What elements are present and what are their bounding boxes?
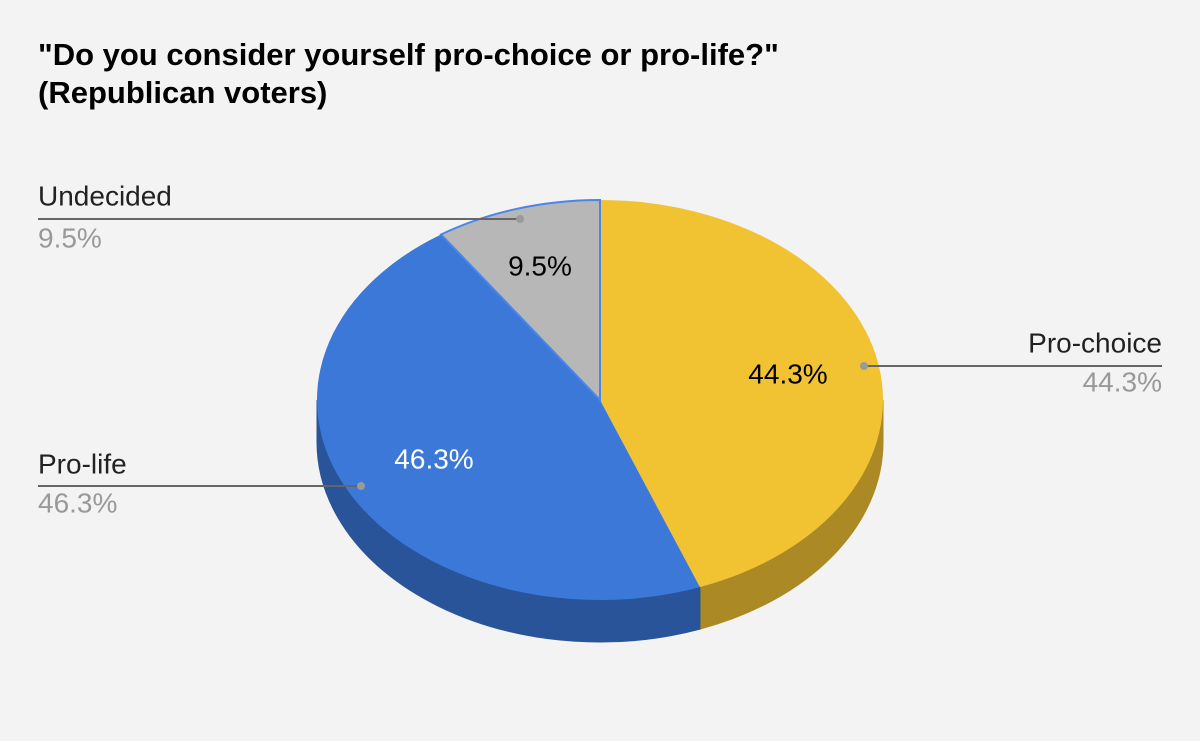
callout-value-undecided: 9.5% (38, 222, 102, 253)
pie-labels: 44.3% 46.3% 9.5% Pro-choice 44.3% Pro-life 46.… (38, 180, 1162, 518)
callout-value-pro-choice: 44.3% (1083, 366, 1162, 397)
pie-slice-pro-life[interactable] (317, 234, 700, 600)
callout-name-undecided: Undecided (38, 180, 172, 211)
leader-dot-pro-choice (860, 362, 868, 370)
pie-slice-undecided[interactable] (439, 198, 601, 403)
slice-value-label-pro-life: 46.3% (394, 443, 473, 474)
leader-dot-pro-life (357, 482, 365, 490)
slice-value-label-pro-choice: 44.3% (748, 358, 827, 389)
callout-name-pro-choice: Pro-choice (1028, 327, 1162, 358)
callout-value-pro-life: 46.3% (38, 487, 117, 518)
pie-slices (317, 198, 883, 600)
slice-value-label-undecided: 9.5% (508, 250, 572, 281)
callout-name-pro-life: Pro-life (38, 448, 127, 479)
leader-dot-undecided (516, 215, 524, 223)
chart-title-line-2: (Republican voters) (38, 75, 328, 110)
chart-title: "Do you consider yourself pro-choice or … (38, 36, 779, 112)
pie-slice-pro-choice[interactable] (600, 200, 883, 588)
chart-title-line-1: "Do you consider yourself pro-choice or … (38, 37, 779, 72)
